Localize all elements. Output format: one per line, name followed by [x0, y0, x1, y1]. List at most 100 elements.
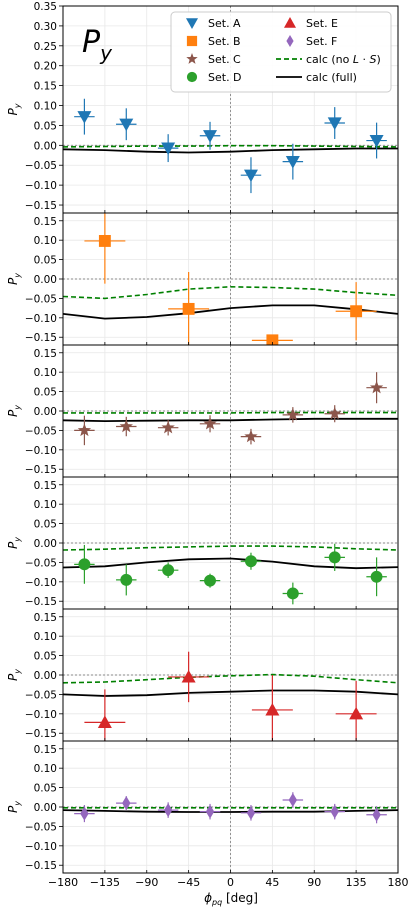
data-point	[243, 169, 258, 183]
data-point	[182, 302, 195, 315]
data-point	[370, 570, 383, 583]
data-point	[119, 118, 134, 132]
legend-entry: Set. E	[284, 17, 338, 30]
data-point	[330, 804, 339, 819]
legend-entry: Set. A	[186, 17, 241, 30]
x-tick-label: −180	[48, 876, 78, 889]
legend-box	[170, 11, 392, 93]
data-point	[77, 111, 92, 124]
y-axis-label: Py	[6, 405, 22, 417]
data-point	[288, 793, 298, 808]
legend-label: Set. A	[208, 17, 241, 30]
y-tick-label: −0.10	[25, 445, 57, 457]
data-point	[372, 807, 381, 822]
y-tick-label: 0.05	[34, 387, 57, 399]
calc-full-line	[63, 417, 398, 423]
y-tick-label: −0.10	[25, 709, 57, 721]
panel-data	[63, 372, 398, 446]
x-axis-label: ϕpq [deg]	[204, 891, 258, 907]
data-point	[203, 416, 217, 430]
data-point	[162, 564, 175, 577]
x-tick-label: 135	[346, 876, 367, 889]
data-point	[245, 555, 257, 568]
legend: Set. A Set. E Set. B Set. F Set. C calc (no L…	[170, 11, 392, 93]
data-point	[80, 806, 89, 821]
data-point	[205, 804, 215, 819]
legend-label: Set. F	[306, 35, 337, 48]
figure-title: Py	[82, 25, 113, 65]
data-point	[265, 702, 280, 716]
panels-layer: −0.15 −0.10 −0.05 0.00 0.05 0.10 0.15 0.20 0.25 0…	[6, 1, 399, 874]
data-point	[349, 706, 364, 720]
x-tick-labels: −180 −135 −90 −45 0 45 90 135 180	[48, 876, 409, 889]
y-tick-label: 0.05	[34, 120, 57, 132]
y-tick-label: 0.05	[34, 783, 57, 795]
data-point	[328, 551, 341, 564]
y-tick-label: −0.15	[25, 200, 57, 212]
data-point	[98, 235, 111, 247]
x-tick-label: 0	[227, 876, 234, 889]
y-tick-label: 0.10	[34, 763, 57, 775]
panel-data	[63, 543, 398, 605]
data-point	[163, 803, 173, 818]
y-tick-label: 0.00	[34, 802, 57, 814]
y-tick-label: 0.15	[34, 612, 57, 624]
y-axis-label: Py	[6, 103, 22, 115]
y-tick-label: 0.10	[34, 367, 57, 379]
y-tick-label: 0.35	[34, 1, 57, 13]
y-tick-label: 0.30	[34, 21, 57, 33]
data-point	[161, 420, 175, 434]
panel-6: −0.15 −0.10 −0.05 0.00 0.05 0.10 0.15 Py	[6, 740, 399, 874]
legend-label: Set. C	[208, 53, 241, 66]
y-tick-label: 0.10	[34, 235, 57, 247]
y-axis-label: Py	[6, 273, 22, 285]
panel-data	[63, 792, 398, 824]
legend-label: Set. D	[208, 71, 242, 84]
y-tick-label: 0.00	[34, 538, 57, 550]
legend-label: calc (full)	[306, 71, 357, 84]
y-tick-label: −0.15	[25, 596, 57, 608]
y-axis-label: Py	[6, 537, 22, 549]
legend-label: Set. E	[306, 17, 338, 30]
data-point	[369, 380, 384, 394]
x-tick-label: −45	[177, 876, 200, 889]
legend-marker	[186, 18, 198, 29]
data-point	[246, 805, 256, 820]
calc-full-line	[63, 304, 398, 320]
data-point	[328, 406, 342, 420]
y-tick-label: −0.10	[25, 180, 57, 192]
legend-entry: calc (full)	[276, 71, 357, 84]
data-point	[122, 796, 131, 811]
y-tick-label: 0.15	[34, 348, 57, 360]
y-tick-label: −0.15	[25, 728, 57, 740]
y-tick-label: 0.05	[34, 255, 57, 267]
y-tick-label: −0.05	[25, 293, 57, 305]
x-tick-label: 90	[307, 876, 321, 889]
legend-marker	[186, 53, 198, 64]
data-point	[77, 423, 92, 437]
data-point	[120, 573, 133, 586]
y-tick-label: −0.05	[25, 689, 57, 701]
data-point	[350, 305, 363, 318]
data-point	[119, 419, 133, 433]
data-point	[161, 142, 176, 156]
y-tick-label: −0.05	[25, 821, 57, 833]
data-point	[369, 134, 384, 148]
y-tick-label: −0.05	[25, 557, 57, 569]
legend-marker	[284, 17, 296, 28]
x-tick-label: 45	[265, 876, 279, 889]
legend-entry: Set. C	[186, 53, 241, 66]
y-tick-label: 0.00	[34, 670, 57, 682]
legend-label: calc (no L · S)	[306, 53, 381, 66]
y-tick-label: 0.10	[34, 101, 57, 113]
x-tick-label: 180	[388, 876, 409, 889]
legend-marker	[286, 35, 294, 47]
panel-data	[63, 213, 398, 345]
data-point	[204, 574, 216, 587]
calc-full-line	[63, 689, 398, 697]
data-point	[181, 669, 196, 683]
y-tick-label: −0.15	[25, 860, 57, 872]
y-tick-label: 0.15	[34, 480, 57, 492]
y-tick-label: −0.05	[25, 160, 57, 172]
